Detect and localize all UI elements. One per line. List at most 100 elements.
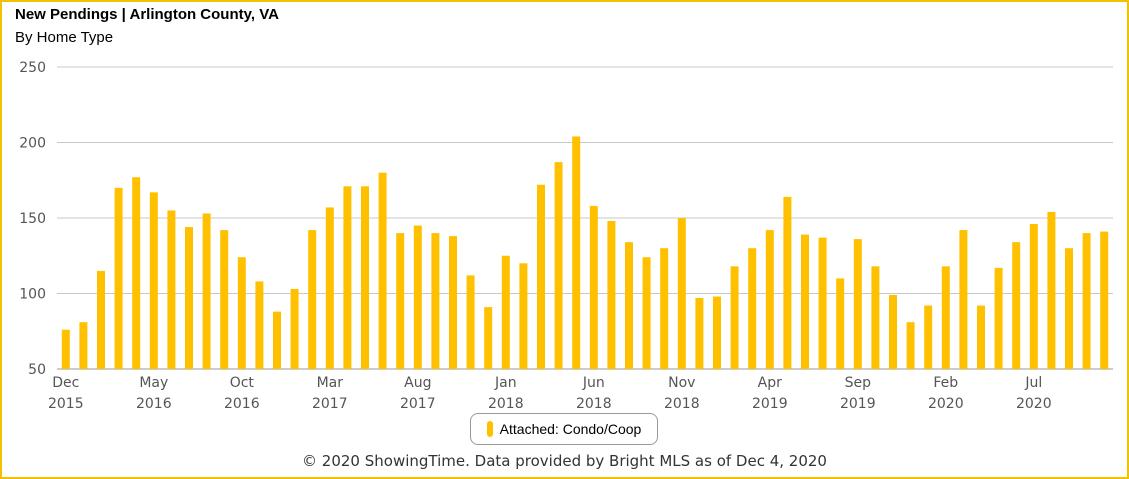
bar-jan-2018 <box>501 255 510 369</box>
bar-jun-2017 <box>378 172 387 369</box>
bar-jun-2020 <box>1012 242 1021 369</box>
legend[interactable]: Attached: Condo/Coop <box>470 413 658 445</box>
footer-credit: © 2020 ShowingTime. Data provided by Bri… <box>302 452 827 470</box>
y-tick-label: 50 <box>28 362 46 378</box>
bar-oct-2020 <box>1082 233 1091 369</box>
x-tick-month: Sep <box>845 375 872 391</box>
x-tick-year: 2016 <box>136 396 172 412</box>
x-tick-month: Apr <box>758 375 782 391</box>
bar-feb-2016 <box>97 270 105 369</box>
x-tick-year: 2016 <box>224 396 260 412</box>
bar-jan-2019 <box>713 296 721 369</box>
bar-sep-2019 <box>853 239 862 369</box>
x-tick-year: 2018 <box>576 396 612 412</box>
bar-dec-2019 <box>906 322 915 369</box>
bar-nov-2019 <box>889 295 897 369</box>
bar-jul-2020 <box>1029 224 1038 369</box>
bar-jan-2020 <box>924 305 933 369</box>
chart-subtitle: By Home Type <box>15 29 114 46</box>
bar-mar-2019 <box>748 248 757 369</box>
bar-feb-2020 <box>941 266 950 369</box>
x-tick-month: Aug <box>404 375 431 391</box>
x-tick-month: Jan <box>494 375 517 391</box>
bar-jan-2017 <box>290 288 299 369</box>
bar-mar-2018 <box>537 184 545 369</box>
bar-mar-2020 <box>959 230 968 369</box>
bar-dec-2016 <box>273 311 281 369</box>
bar-apr-2017 <box>343 186 352 369</box>
bar-sep-2017 <box>431 233 440 369</box>
x-tick-month: Mar <box>317 375 344 391</box>
bar-may-2018 <box>572 136 581 369</box>
legend-swatch <box>486 421 493 437</box>
bar-may-2016 <box>149 192 158 369</box>
bar-apr-2019 <box>765 230 774 369</box>
bar-oct-2017 <box>449 236 457 369</box>
bar-oct-2018 <box>660 248 669 369</box>
bar-aug-2019 <box>836 278 845 369</box>
x-tick-month: Feb <box>933 375 958 391</box>
bar-jun-2018 <box>589 205 598 369</box>
grid-lines <box>57 66 1113 370</box>
bar-dec-2017 <box>484 307 493 369</box>
bar-mar-2016 <box>114 187 123 369</box>
bar-apr-2016 <box>132 177 141 369</box>
bar-may-2017 <box>361 186 369 369</box>
x-tick-month: Jun <box>582 375 605 391</box>
bar-jul-2016 <box>185 227 193 369</box>
bar-may-2019 <box>783 196 792 369</box>
bar-nov-2016 <box>255 281 264 369</box>
x-tick-year: 2017 <box>312 396 348 412</box>
bar-aug-2017 <box>413 225 422 369</box>
bar-jun-2019 <box>801 234 809 369</box>
y-tick-label: 250 <box>19 60 46 76</box>
bar-oct-2019 <box>871 266 880 369</box>
x-tick-year: 2020 <box>1016 396 1052 412</box>
y-axis: 50 100 150 200 250 <box>19 60 46 378</box>
x-tick-year: 2020 <box>928 396 964 412</box>
bar-jul-2018 <box>607 221 616 369</box>
bar-may-2020 <box>994 267 1003 369</box>
bar-jan-2016 <box>79 322 88 369</box>
bar-jul-2019 <box>818 237 827 369</box>
x-axis: Dec 2015 May 2016 Oct 2016 Mar 2017 Aug 2017 Jan 20… <box>48 375 1052 412</box>
bars <box>61 136 1109 369</box>
bar-apr-2018 <box>554 162 563 369</box>
bar-nov-2017 <box>466 275 475 369</box>
x-tick-year: 2019 <box>840 396 876 412</box>
bar-jul-2017 <box>396 233 405 369</box>
bar-jun-2016 <box>167 210 176 369</box>
x-tick-month: Nov <box>668 375 695 391</box>
x-tick-year: 2015 <box>48 396 84 412</box>
x-tick-month: May <box>139 375 168 391</box>
y-tick-label: 150 <box>19 211 46 227</box>
bar-feb-2018 <box>519 263 528 369</box>
bar-sep-2020 <box>1065 248 1073 369</box>
x-tick-month: Dec <box>52 375 79 391</box>
bar-nov-2018 <box>677 218 686 369</box>
bar-sep-2018 <box>642 257 651 369</box>
x-tick-year: 2018 <box>488 396 524 412</box>
bar-apr-2020 <box>977 305 985 369</box>
chart-title: New Pendings | Arlington County, VA <box>15 6 279 23</box>
bar-aug-2018 <box>625 242 633 369</box>
x-tick-year: 2019 <box>752 396 788 412</box>
bar-feb-2019 <box>730 266 739 369</box>
x-tick-month: Jul <box>1024 375 1042 391</box>
bar-mar-2017 <box>325 207 334 369</box>
bar-dec-2015 <box>61 329 70 369</box>
legend-label: Attached: Condo/Coop <box>499 421 642 437</box>
bar-feb-2017 <box>308 230 317 369</box>
bar-nov-2020 <box>1100 231 1109 369</box>
bar-aug-2020 <box>1047 211 1056 369</box>
x-tick-year: 2017 <box>400 396 436 412</box>
y-tick-label: 100 <box>19 287 46 303</box>
bar-aug-2016 <box>202 213 211 369</box>
bar-sep-2016 <box>220 230 229 369</box>
bar-dec-2018 <box>695 298 704 369</box>
y-tick-label: 200 <box>19 136 46 152</box>
x-tick-month: Oct <box>230 375 255 391</box>
bar-oct-2016 <box>237 257 246 369</box>
x-tick-year: 2018 <box>664 396 700 412</box>
